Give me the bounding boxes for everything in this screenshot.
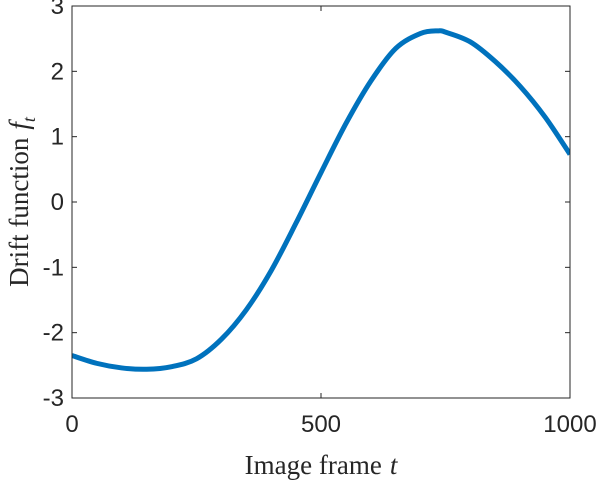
labels-layer: Image frame t Drift functionft <box>4 116 399 480</box>
y-axis-label: Drift function ft <box>4 116 39 287</box>
plot-area <box>72 6 570 398</box>
ticks-layer: 0 500 1000 -3 -2 -1 0 1 2 3 <box>43 0 597 438</box>
y-tick-label: -2 <box>43 320 64 347</box>
y-tick-label: -1 <box>43 254 64 281</box>
series-line-0 <box>72 28 570 372</box>
series-layer <box>72 28 570 372</box>
y-tick-label: 1 <box>51 124 64 151</box>
y-tick-label: 0 <box>51 189 64 216</box>
y-tick-label: -3 <box>43 385 64 412</box>
y-axis-label-var: f <box>4 119 34 130</box>
y-axis-label-sub: t <box>19 116 39 122</box>
x-axis-label-var: t <box>390 450 399 480</box>
x-axis-label: Image frame t <box>245 450 399 480</box>
x-tick-label: 1000 <box>543 411 596 438</box>
x-axis-label-text: Image frame <box>245 450 382 480</box>
y-tick-label: 2 <box>51 58 64 85</box>
y-axis-label-text: Drift function <box>4 137 34 287</box>
x-tick-label: 500 <box>301 411 341 438</box>
y-tick-label: 3 <box>51 0 64 20</box>
x-tick-label: 0 <box>65 411 78 438</box>
